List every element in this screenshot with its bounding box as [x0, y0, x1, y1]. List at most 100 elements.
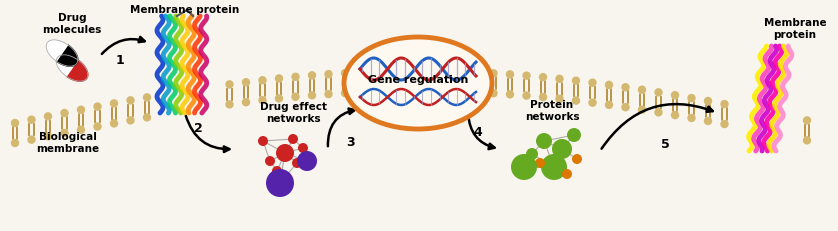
Circle shape [562, 169, 572, 179]
Circle shape [374, 88, 382, 96]
Circle shape [506, 71, 515, 79]
Circle shape [341, 89, 349, 98]
Circle shape [324, 91, 333, 99]
Text: 2: 2 [194, 122, 202, 135]
Circle shape [341, 70, 349, 78]
Circle shape [11, 139, 19, 148]
Text: 1: 1 [116, 53, 124, 66]
Circle shape [489, 90, 498, 98]
Circle shape [127, 117, 135, 125]
Circle shape [242, 79, 251, 87]
Circle shape [288, 134, 298, 144]
Circle shape [572, 97, 580, 105]
Polygon shape [66, 61, 88, 82]
Circle shape [225, 81, 234, 89]
Circle shape [457, 88, 465, 97]
Circle shape [357, 89, 365, 97]
Circle shape [803, 137, 811, 145]
Circle shape [275, 95, 283, 103]
Polygon shape [56, 56, 78, 77]
Circle shape [142, 94, 151, 102]
Circle shape [457, 68, 465, 77]
Circle shape [297, 151, 317, 171]
Circle shape [588, 79, 597, 88]
Text: Protein
networks: Protein networks [525, 100, 579, 122]
Circle shape [654, 109, 663, 117]
Circle shape [621, 84, 629, 92]
Circle shape [225, 101, 234, 109]
Circle shape [621, 103, 629, 112]
Circle shape [526, 148, 538, 160]
Text: 3: 3 [346, 135, 354, 148]
Circle shape [638, 106, 646, 114]
Circle shape [374, 68, 382, 76]
Circle shape [535, 158, 545, 168]
Circle shape [572, 77, 580, 85]
Circle shape [28, 116, 36, 124]
Circle shape [258, 77, 266, 85]
Circle shape [242, 99, 251, 107]
Circle shape [93, 103, 101, 111]
Circle shape [292, 73, 300, 82]
Circle shape [142, 114, 151, 122]
Circle shape [298, 143, 308, 153]
Circle shape [556, 75, 564, 84]
Circle shape [536, 134, 552, 149]
Circle shape [266, 169, 294, 197]
Text: Drug effect
networks: Drug effect networks [260, 102, 327, 123]
Circle shape [391, 88, 399, 96]
Circle shape [506, 91, 515, 99]
Ellipse shape [344, 38, 492, 129]
Circle shape [704, 117, 712, 126]
Circle shape [721, 120, 729, 129]
Circle shape [473, 69, 481, 77]
Circle shape [60, 109, 69, 118]
Polygon shape [46, 41, 68, 62]
Text: Biological
membrane: Biological membrane [36, 131, 100, 153]
Text: Membrane protein: Membrane protein [131, 5, 240, 15]
Circle shape [44, 133, 52, 141]
Circle shape [308, 92, 316, 100]
Circle shape [423, 88, 432, 96]
Circle shape [605, 81, 613, 90]
Circle shape [638, 86, 646, 94]
Circle shape [292, 158, 302, 168]
Circle shape [127, 97, 135, 105]
Circle shape [670, 111, 680, 120]
Circle shape [28, 136, 36, 144]
Circle shape [541, 154, 567, 180]
Circle shape [272, 166, 282, 176]
Circle shape [522, 72, 530, 80]
Circle shape [77, 126, 85, 134]
Circle shape [44, 113, 52, 121]
Circle shape [567, 128, 581, 142]
Circle shape [324, 71, 333, 79]
Circle shape [292, 93, 300, 102]
Circle shape [440, 88, 448, 96]
Circle shape [687, 94, 696, 103]
Circle shape [803, 117, 811, 125]
Circle shape [406, 67, 415, 76]
Circle shape [511, 154, 537, 180]
Circle shape [275, 75, 283, 83]
Circle shape [522, 92, 530, 100]
Circle shape [539, 94, 547, 102]
Circle shape [556, 95, 564, 103]
Circle shape [552, 139, 572, 159]
Circle shape [110, 100, 118, 108]
Circle shape [391, 68, 399, 76]
Circle shape [440, 68, 448, 76]
Circle shape [721, 100, 729, 109]
Circle shape [357, 69, 365, 77]
Text: 5: 5 [660, 137, 670, 150]
Circle shape [60, 129, 69, 138]
Text: Drug
molecules: Drug molecules [42, 13, 101, 35]
Circle shape [539, 74, 547, 82]
Text: Gene regulation: Gene regulation [368, 75, 468, 85]
Circle shape [406, 88, 415, 96]
Polygon shape [56, 46, 78, 67]
Circle shape [258, 97, 266, 105]
Circle shape [423, 67, 432, 76]
Circle shape [588, 99, 597, 107]
Circle shape [670, 91, 680, 100]
